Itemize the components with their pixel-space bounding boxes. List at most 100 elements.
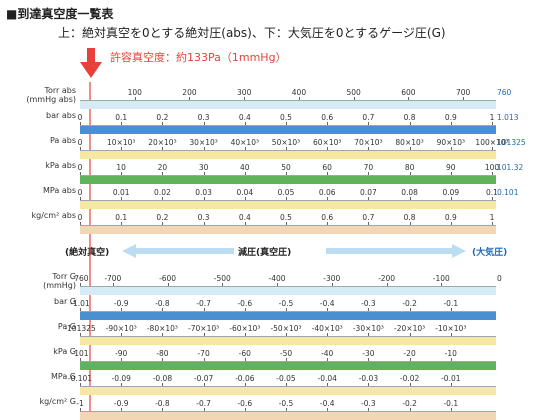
gauge-row-3-tick-mark [409, 358, 411, 362]
gauge-row-1-tick-mark [203, 308, 205, 312]
gauge-row-3-tick: -40 [321, 349, 334, 358]
gauge-row-3-tick: -60 [238, 349, 251, 358]
gauge-row-3-tick-mark [244, 358, 246, 362]
gauge-row-1-tick-mark [162, 308, 164, 312]
gauge-row-4-tick: -0.03 [358, 374, 379, 383]
abs-row-5-tick: 0.1 [115, 213, 128, 222]
abs-row-1-tick: 0.9 [444, 113, 457, 122]
gauge-row-3-tick-mark [327, 358, 329, 362]
gauge-row-4-tick: -0.02 [399, 374, 420, 383]
abs-row-4-tick-mark [368, 197, 370, 201]
abs-row-2-tick-mark [162, 147, 164, 151]
abs-row-4-tick-mark [286, 197, 287, 201]
gauge-row-1-tick: -0.6 [237, 299, 253, 308]
abs-row-3-tick-mark [368, 172, 370, 176]
abs-row-3-tick: 20 [157, 163, 168, 172]
gauge-row-1-tick-mark [327, 308, 329, 312]
gauge-row-1-tick-mark [80, 308, 81, 312]
gauge-row-5-tick-mark [203, 408, 205, 412]
gauge-row-0-tick-mark [80, 283, 81, 287]
abs-row-5-band [80, 225, 496, 234]
gauge-row-2-tick: -90×10³ [105, 324, 137, 333]
gauge-row-1-tick-mark [368, 308, 370, 312]
gauge-row-5-tick: -0.5 [278, 399, 294, 408]
abs-row-0-tick-mark [298, 97, 300, 101]
gauge-row-1-tick: -0.9 [113, 299, 129, 308]
absolute-vacuum-label: (絶対真空) [65, 248, 110, 258]
gauge-row-4-tick: -0.06 [235, 374, 255, 383]
gauge-row-0-label: Torr G (mmHg) [43, 272, 76, 290]
gauge-row-3-tick: -10 [444, 349, 457, 358]
abs-row-1-tick-mark [121, 122, 123, 126]
gauge-row-1-tick: -0.1 [443, 299, 459, 308]
gauge-row-4-tick-mark [203, 383, 205, 387]
allowable-vacuum-label: 許容真空度：約133Pa（1mmHg） [110, 51, 287, 64]
gauge-row-5-tick: -0.4 [319, 399, 335, 408]
abs-row-3-tick: 70 [363, 163, 374, 172]
gauge-row-5-tick-mark [409, 408, 411, 412]
gauge-row-4-tick-mark [409, 383, 411, 387]
gauge-row-1-tick: -0.4 [319, 299, 335, 308]
abs-row-3-tick: 10 [116, 163, 126, 172]
abs-row-5-tick: 0.3 [197, 213, 210, 222]
gauge-row-0-end-label: 0 [497, 274, 502, 283]
abs-row-5-tick-mark [203, 222, 205, 226]
abs-row-5-tick-mark [162, 222, 164, 226]
abs-row-1-tick-mark [492, 122, 493, 126]
abs-row-3-tick: 50 [281, 163, 291, 172]
abs-row-5-tick: 0.9 [444, 213, 457, 222]
abs-row-5-tick: 0.6 [321, 213, 334, 222]
abs-row-2-tick-mark [203, 147, 205, 151]
gauge-row-2-tick: -60×10³ [229, 324, 261, 333]
gauge-row-4-tick: -0.07 [193, 374, 214, 383]
gauge-row-0-tick: -600 [159, 274, 177, 283]
abs-row-3-tick: 100 [484, 163, 500, 172]
abs-row-4-band [80, 200, 496, 209]
abs-row-2-tick: 60×10³ [312, 138, 342, 147]
abs-row-3-label: kPa abs [45, 161, 76, 170]
abs-row-1-tick-mark [286, 122, 287, 126]
abs-row-2-tick-mark [327, 147, 329, 151]
gauge-row-2-band [80, 336, 496, 345]
abs-row-2-label: Pa abs [49, 136, 76, 145]
gauge-row-1-tick-mark [244, 308, 246, 312]
gauge-row-1-band [80, 311, 496, 320]
abs-row-2-tick-mark [121, 147, 123, 151]
gauge-row-4-tick-mark [121, 383, 123, 387]
abs-row-5-tick: 0.7 [362, 213, 375, 222]
gauge-row-2-tick: -10×10³ [435, 324, 467, 333]
gauge-row-0-tick-mark [167, 283, 169, 287]
abs-row-1-tick: 0.6 [321, 113, 334, 122]
abs-row-4-tick: 0.02 [154, 188, 171, 197]
gauge-row-0-tick: -760 [71, 274, 89, 283]
abs-row-2-end-label: 101325 [497, 138, 526, 147]
gauge-row-2-tick: -30×10³ [352, 324, 384, 333]
decompression-label: 減圧(真空圧) [238, 248, 292, 258]
gauge-row-5-tick-mark [327, 408, 329, 412]
abs-row-5-tick: 0.5 [280, 213, 292, 222]
gauge-row-0-tick: -700 [104, 274, 122, 283]
gauge-row-5-band [80, 411, 496, 420]
gauge-row-1-tick: -1.01 [70, 299, 90, 308]
abs-row-3-end-label: 101.32 [497, 163, 524, 172]
abs-row-3-band [80, 175, 496, 184]
gauge-row-3-tick-mark [121, 358, 123, 362]
abs-row-5-tick-mark [409, 222, 411, 226]
abs-row-5-tick: 0 [77, 213, 83, 222]
abs-row-1-tick-mark [409, 122, 411, 126]
abs-row-1-band [80, 125, 496, 134]
gauge-row-2-tick-mark [80, 333, 81, 337]
abs-row-4-tick: 0.04 [236, 188, 254, 197]
abs-row-2-tick: 40×10³ [230, 138, 259, 147]
page-title: ■到達真空度一覧表 [6, 7, 114, 21]
abs-row-3-tick-mark [409, 172, 411, 176]
abs-row-5-tick-mark [450, 222, 452, 226]
abs-row-4-tick-mark [121, 197, 123, 201]
abs-row-4-tick-mark [450, 197, 452, 201]
abs-row-4-tick: 0.06 [318, 188, 336, 197]
abs-row-3-tick: 80 [404, 163, 415, 172]
abs-row-1-tick-mark [450, 122, 452, 126]
gauge-row-2-tick-mark [409, 333, 411, 337]
gauge-row-2-tick-mark [368, 333, 370, 337]
abs-row-4-tick-mark [492, 197, 493, 201]
